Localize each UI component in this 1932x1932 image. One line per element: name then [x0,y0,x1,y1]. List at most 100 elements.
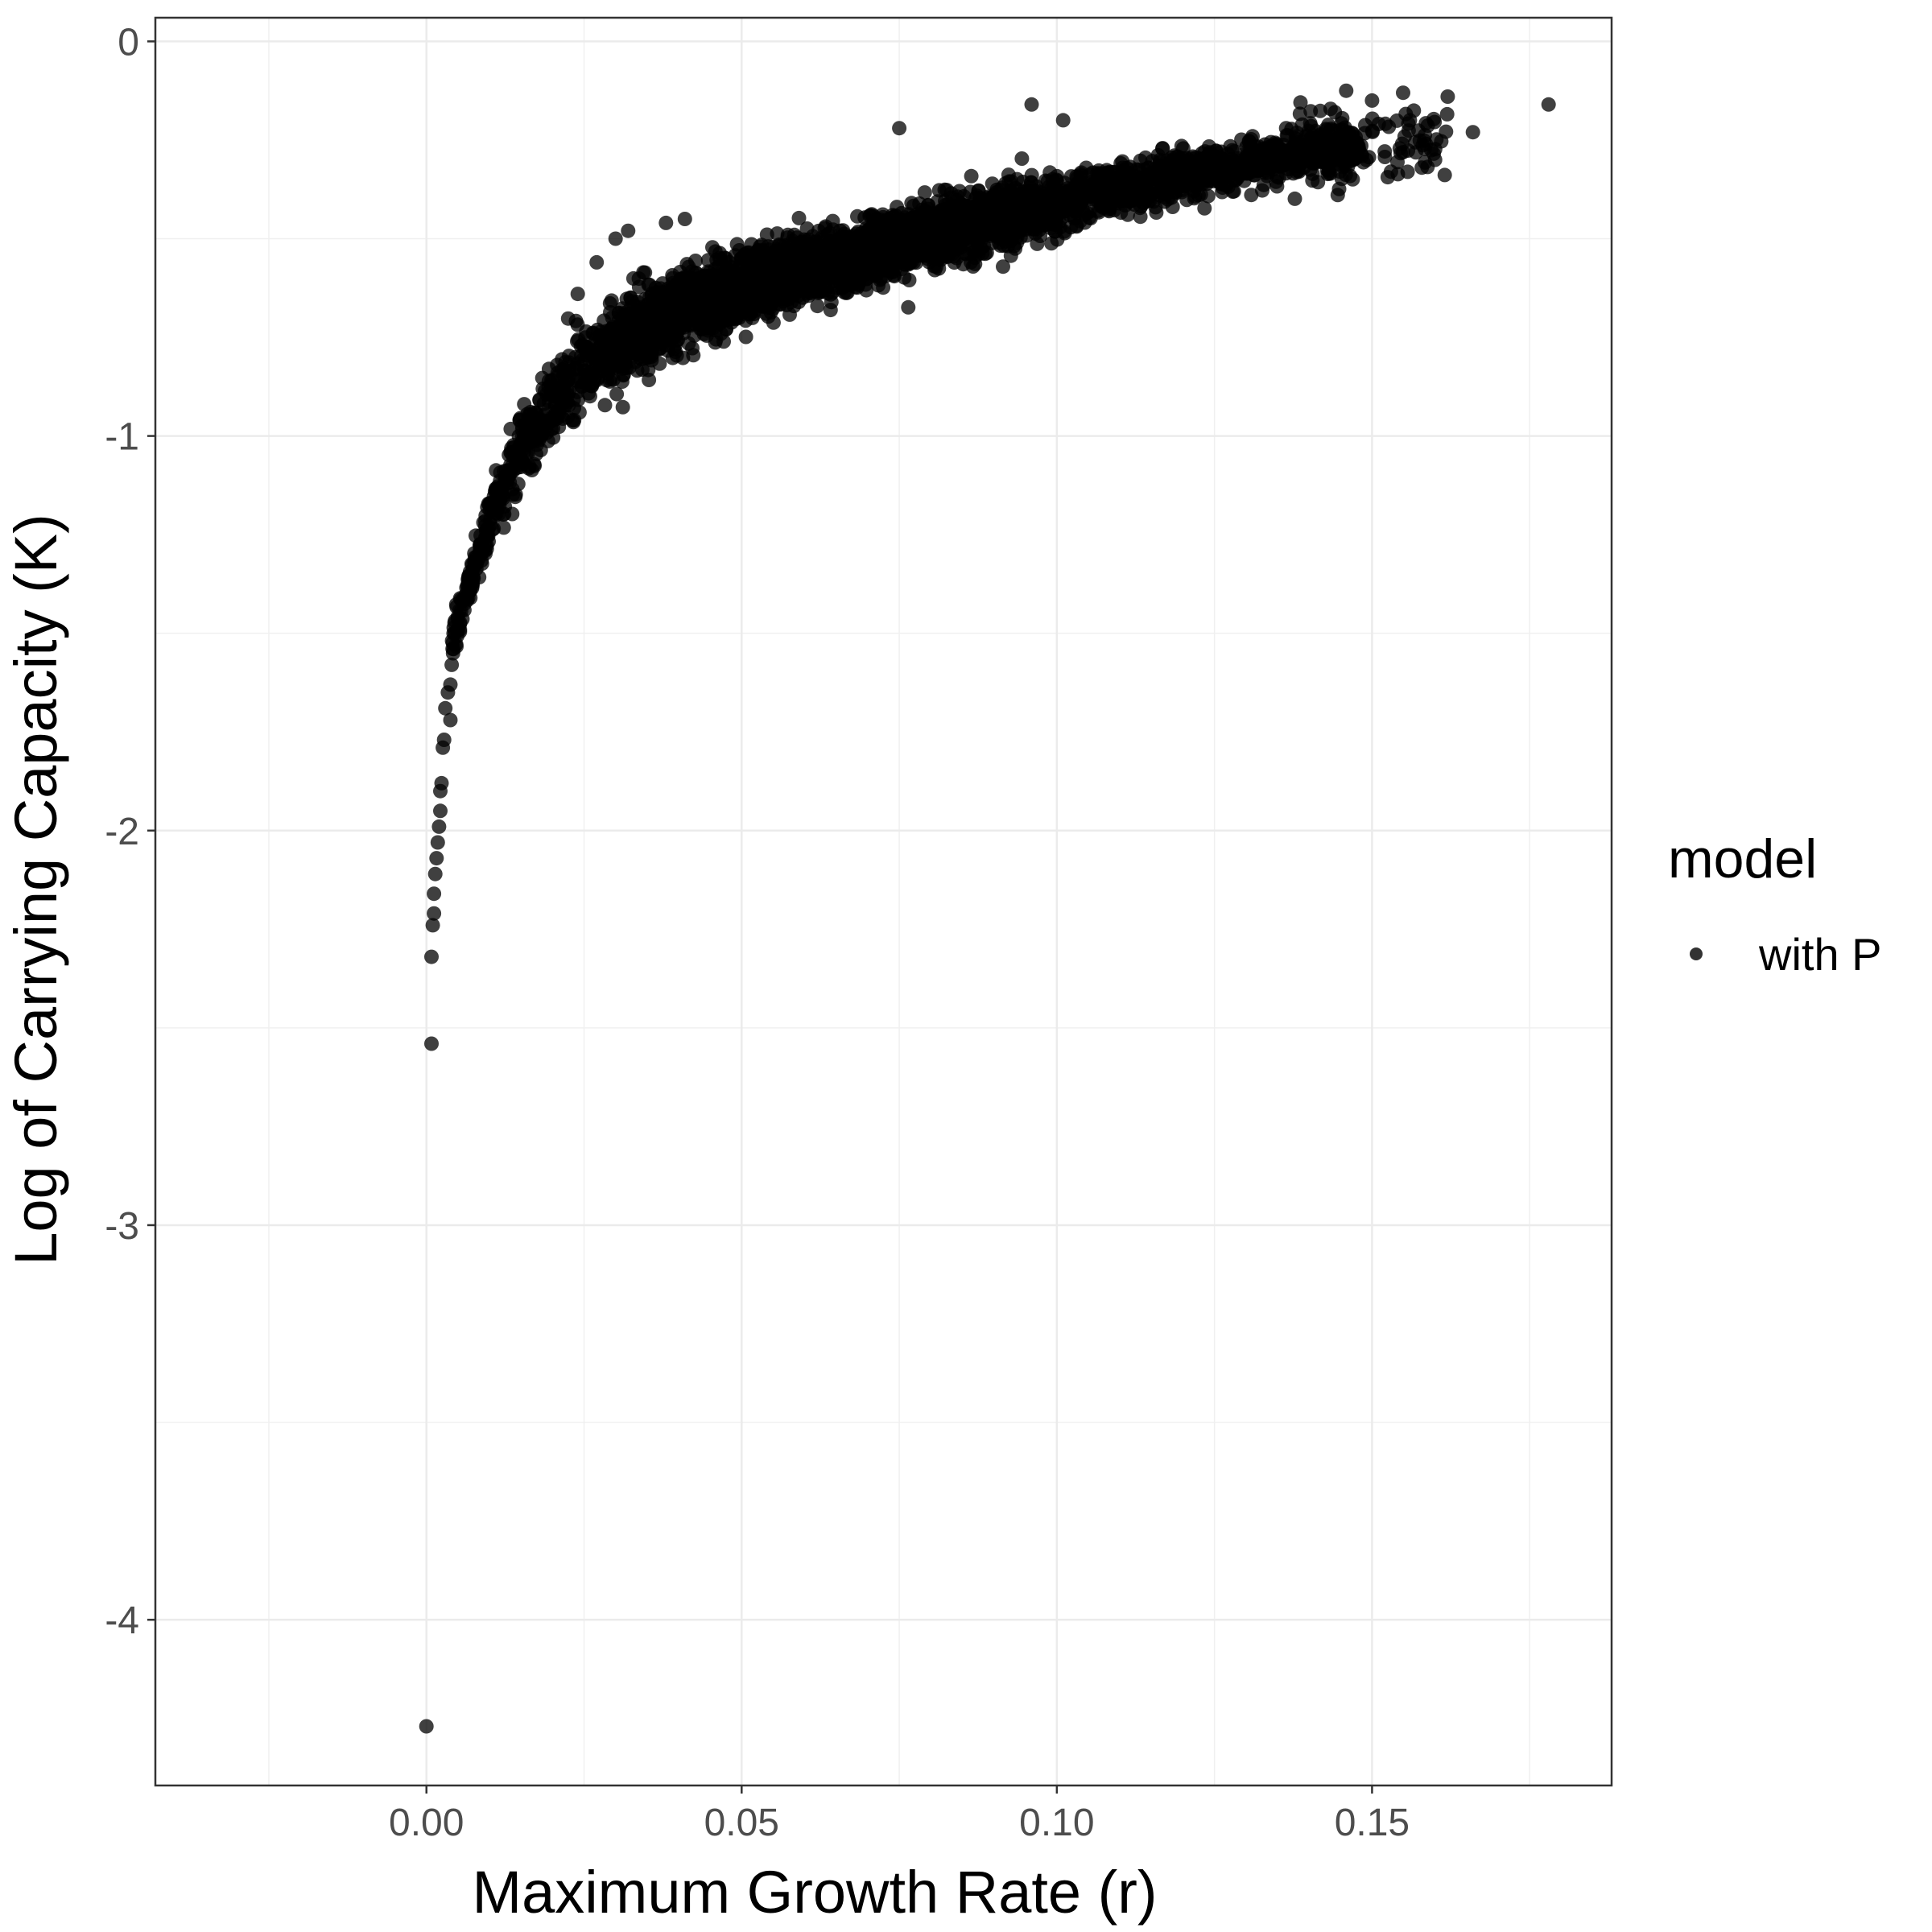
data-point [738,329,753,345]
data-point [446,642,461,657]
data-point [1383,164,1398,180]
data-point [489,481,505,497]
data-point [508,487,523,502]
data-point [1402,113,1418,128]
data-point [425,918,440,933]
data-point [464,576,480,591]
data-point [668,279,683,293]
data-point [1191,188,1206,203]
data-point [658,215,674,230]
data-point [708,262,723,277]
axis-ticks: 0.00 0.05 0.10 0.15 0 -1 -2 -3 -4 [105,21,1410,1844]
y-tick-label: -3 [105,1205,139,1248]
data-point [869,212,884,227]
data-point [906,198,921,213]
data-point [985,176,1000,192]
legend-label-with-p: with P [1758,929,1882,980]
data-point [1044,236,1059,251]
data-point [514,418,530,433]
data-point [1355,148,1369,163]
data-point [811,223,826,238]
data-point [427,866,443,881]
data-point [934,219,949,234]
data-point [1055,113,1071,128]
data-point [1247,167,1262,183]
data-point [621,223,636,238]
data-point [766,255,782,270]
data-point [741,245,756,260]
data-point [976,238,992,254]
data-point [1046,180,1061,196]
data-point [770,282,785,297]
data-point [696,308,712,323]
data-point [965,259,980,274]
data-point [799,286,815,301]
data-points [419,83,1556,1734]
data-point [1244,188,1259,203]
data-point [580,345,596,360]
data-point [1541,97,1556,112]
data-point [917,185,932,200]
data-point [1427,152,1443,167]
data-point [892,121,907,136]
data-point [1306,155,1321,171]
data-point [1149,205,1164,220]
data-point [1313,103,1328,118]
x-tick-label: 0.15 [1335,1802,1410,1844]
data-point [1003,184,1018,198]
data-point [602,374,617,389]
data-point [1179,192,1195,208]
data-point [820,241,836,256]
data-point [945,230,960,246]
data-point [434,775,449,791]
data-point [1047,224,1063,239]
data-point [1091,169,1106,184]
data-point [1293,95,1308,110]
data-point [1174,162,1189,177]
data-point [803,240,818,255]
data-point [705,240,720,255]
data-point [443,712,458,728]
data-point [1197,200,1212,216]
data-point [1168,180,1183,195]
y-tick-label: -1 [105,416,139,459]
data-point [1323,151,1338,167]
data-point [625,308,641,323]
data-point [571,392,586,407]
data-point [639,297,654,312]
data-point [472,538,487,553]
data-point [986,221,1001,237]
data-point [443,677,458,692]
data-point [1371,117,1386,131]
data-point [728,312,743,327]
data-point [599,355,614,370]
data-point [1005,217,1020,233]
data-point [597,398,613,413]
data-point [1027,222,1042,237]
data-point [964,168,979,184]
data-point [429,851,444,866]
data-point [880,252,895,267]
data-point [609,386,625,402]
data-point [921,198,936,213]
x-tick-label: 0.00 [389,1802,464,1844]
panel-border [154,16,1613,1787]
data-point [770,270,785,285]
data-point [419,1719,434,1734]
data-point [1155,141,1170,156]
data-point [560,311,576,326]
data-point [604,293,619,308]
data-point [677,212,692,226]
data-point [464,557,480,572]
data-point [1044,194,1059,209]
data-point [680,299,695,315]
data-point [1256,177,1271,192]
data-point [934,203,949,218]
data-point [876,280,891,295]
y-tick-label: -2 [105,811,139,853]
data-point [832,255,848,270]
data-point [750,275,766,291]
data-point [1101,204,1117,219]
data-point [1298,128,1314,143]
